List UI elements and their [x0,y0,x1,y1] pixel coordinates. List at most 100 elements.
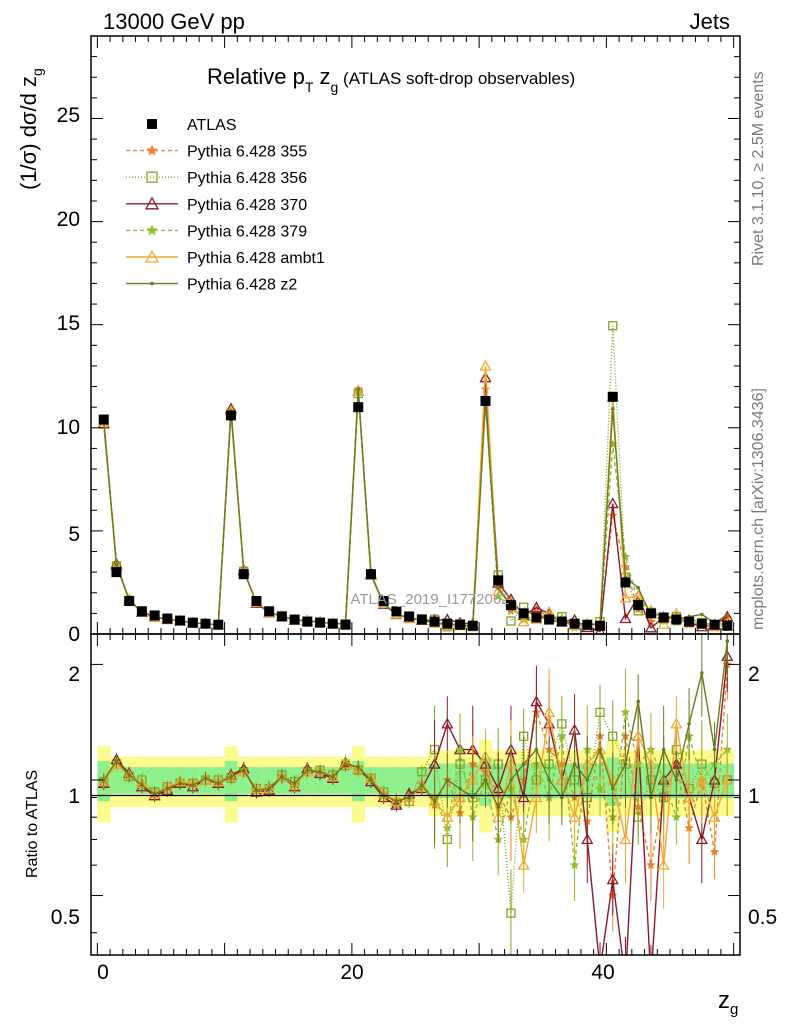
data-point [149,610,160,621]
data-point [581,833,594,845]
data-point [543,706,556,718]
data-point [623,762,628,766]
data-point [582,619,593,630]
data-point [340,619,351,630]
data-point [144,249,160,263]
legend-label: Pythia 6.428 379 [187,223,307,240]
data-point [353,402,364,413]
data-point [620,577,631,588]
header-energy-label: 13000 GeV pp [103,9,245,34]
analysis-watermark: ATLAS_2019_I1772062 [350,591,509,608]
data-point [318,770,322,774]
data-point [646,976,656,985]
ratio-y-tick-label: 0.5 [51,906,80,929]
data-point [619,833,632,845]
data-point [568,810,581,822]
data-point [534,747,539,752]
data-point [124,596,135,607]
data-point [203,776,208,781]
data-point [467,620,478,631]
data-point [146,224,158,236]
data-point [646,860,656,870]
data-point [470,795,475,800]
data-point [636,586,640,590]
data-point [191,783,195,787]
legend-entry: Pythia 6.428 ambt1 [126,249,325,267]
x-axis-label: zg [718,987,738,1018]
data-point [598,747,602,752]
ratio-series-line [103,656,728,955]
legend-entry: Pythia 6.428 z2 [126,277,297,294]
main-y-axis-label: (1/σ) dσ/d zg [16,68,45,190]
data-point [432,799,437,804]
data-point [111,567,122,578]
data-point [165,786,170,791]
data-point [607,391,618,402]
data-point [280,774,284,779]
data-point [187,617,198,628]
ratio-band-inner [110,767,124,794]
data-point [608,731,618,741]
data-point [530,695,543,707]
x-tick-label: 40 [591,961,614,984]
plot-title: Relative pT zg (ATLAS soft-drop observab… [207,64,575,95]
data-point [506,616,516,626]
data-point [327,618,338,629]
data-point [302,616,313,627]
main-y-tick-label: 0 [68,623,80,646]
data-point [315,617,326,628]
data-point [493,591,503,601]
data-point [229,774,233,779]
data-point [343,762,348,766]
data-point [633,600,644,611]
data-point [671,614,682,625]
data-point [644,621,658,633]
data-point [506,605,516,615]
data-point [493,575,504,586]
data-point [441,810,454,822]
data-point [417,767,427,777]
data-point [682,791,696,803]
data-point [649,795,653,800]
data-point [517,791,530,803]
data-point [238,569,249,580]
data-point [560,795,564,800]
data-point [442,618,453,629]
data-point [216,781,221,786]
legend-entry: Pythia 6.428 370 [126,196,307,214]
data-point [276,611,287,622]
data-point [330,774,335,779]
data-point [547,778,551,782]
ratio-band-inner [402,767,416,794]
data-point [684,616,695,627]
ratio-band-inner [390,767,404,794]
data-point [420,783,424,787]
ratio-plot-area [97,634,734,985]
data-point [687,722,691,726]
data-point [619,612,632,624]
data-point [365,569,376,580]
data-point [144,196,160,210]
main-y-tick-label: 15 [57,312,80,335]
data-point [200,618,211,629]
data-point [695,773,708,785]
data-point [391,606,402,617]
main-y-tick-labels: 0 5 10 15 20 25 [57,104,80,646]
data-point [101,778,106,782]
data-point [671,812,682,822]
main-y-tick-label: 20 [57,208,80,231]
data-point [709,619,720,630]
data-point [595,620,606,631]
data-point [98,414,109,425]
ratio-y-tick-label-right: 1 [748,785,760,808]
data-point [264,606,275,617]
legend-entry: Pythia 6.428 355 [126,144,307,161]
main-y-tick-label: 10 [57,416,80,439]
ratio-band-inner [148,767,162,794]
header-process-label: Jets [690,9,730,34]
main-plot-area [97,321,734,634]
legend-label: Pythia 6.428 z2 [187,277,297,294]
data-point [292,781,297,786]
x-tick-label: 0 [97,961,109,984]
ratio-y-tick-label: 1 [68,785,80,808]
